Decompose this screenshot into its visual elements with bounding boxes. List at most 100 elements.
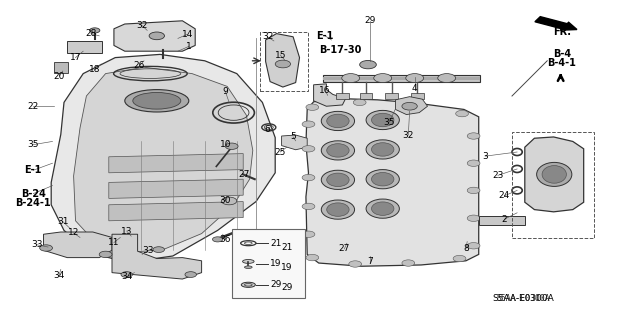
Circle shape	[360, 60, 376, 69]
Ellipse shape	[243, 260, 254, 263]
Ellipse shape	[371, 113, 394, 127]
Text: 34: 34	[121, 272, 132, 281]
Text: 27: 27	[239, 170, 250, 179]
Text: S5AA-E0300A: S5AA-E0300A	[497, 294, 550, 303]
Text: 19: 19	[270, 260, 282, 268]
Text: 24: 24	[499, 191, 510, 200]
Text: 32: 32	[136, 21, 148, 30]
Circle shape	[467, 243, 480, 249]
Ellipse shape	[321, 200, 355, 219]
Ellipse shape	[327, 114, 349, 128]
Text: B-24-1: B-24-1	[15, 198, 51, 208]
Circle shape	[306, 254, 319, 261]
Polygon shape	[44, 232, 112, 258]
Text: 13: 13	[121, 227, 132, 236]
Ellipse shape	[366, 199, 399, 218]
Text: 11: 11	[108, 238, 120, 247]
Text: 10: 10	[220, 140, 231, 149]
Ellipse shape	[125, 90, 189, 112]
Text: 4: 4	[412, 84, 417, 93]
Ellipse shape	[327, 203, 349, 216]
Circle shape	[353, 99, 366, 106]
Circle shape	[467, 133, 480, 139]
Text: B-24: B-24	[21, 188, 45, 199]
Polygon shape	[109, 154, 243, 173]
Text: 22: 22	[28, 102, 39, 111]
Text: 34: 34	[53, 271, 65, 280]
Text: 28: 28	[85, 29, 97, 38]
Text: B-4: B-4	[553, 49, 571, 59]
Text: 33: 33	[31, 240, 43, 249]
Bar	[232, 229, 305, 298]
Circle shape	[342, 74, 360, 83]
Bar	[360, 93, 372, 99]
Ellipse shape	[536, 163, 572, 186]
Circle shape	[453, 255, 466, 262]
Ellipse shape	[366, 110, 399, 130]
Circle shape	[406, 74, 424, 83]
Text: 35: 35	[383, 118, 395, 127]
Bar	[385, 93, 398, 99]
Bar	[336, 93, 349, 99]
Text: 21: 21	[270, 239, 282, 248]
Text: 31: 31	[57, 217, 68, 226]
Circle shape	[456, 110, 468, 117]
Polygon shape	[314, 84, 346, 106]
Ellipse shape	[542, 166, 566, 183]
Text: E-1: E-1	[24, 165, 42, 175]
Circle shape	[402, 102, 415, 108]
Ellipse shape	[371, 202, 394, 215]
Bar	[67, 41, 102, 53]
Circle shape	[302, 174, 315, 181]
Text: B-17-30: B-17-30	[319, 44, 362, 55]
Polygon shape	[306, 99, 479, 266]
Text: 2: 2	[502, 215, 507, 224]
Circle shape	[467, 215, 480, 221]
Text: 8: 8	[463, 244, 468, 253]
Circle shape	[302, 203, 315, 210]
Text: 29: 29	[270, 280, 282, 289]
Bar	[260, 32, 308, 91]
Ellipse shape	[366, 170, 399, 189]
Bar	[54, 62, 68, 73]
Circle shape	[374, 74, 392, 83]
Polygon shape	[282, 135, 307, 150]
Bar	[411, 93, 424, 99]
Circle shape	[402, 102, 417, 110]
Bar	[323, 75, 480, 82]
Polygon shape	[479, 216, 525, 225]
Circle shape	[302, 231, 315, 237]
Circle shape	[275, 60, 291, 68]
Circle shape	[149, 32, 164, 40]
Circle shape	[121, 272, 132, 277]
Text: 27: 27	[339, 244, 350, 253]
Text: 3: 3	[483, 152, 488, 161]
Text: 21: 21	[281, 243, 292, 252]
Circle shape	[302, 146, 315, 152]
Text: 6: 6	[265, 125, 270, 134]
Ellipse shape	[321, 170, 355, 189]
Text: 19: 19	[281, 263, 292, 272]
Circle shape	[402, 260, 415, 266]
Circle shape	[185, 272, 196, 277]
Text: 36: 36	[220, 235, 231, 244]
Text: S5AA-E0300A: S5AA-E0300A	[493, 294, 554, 303]
Text: 35: 35	[28, 140, 39, 149]
Text: 17: 17	[70, 53, 81, 62]
Text: FR.: FR.	[553, 27, 571, 37]
Text: 29: 29	[364, 16, 376, 25]
Circle shape	[99, 251, 112, 258]
Polygon shape	[109, 179, 243, 198]
Circle shape	[153, 247, 164, 252]
FancyArrow shape	[535, 17, 577, 30]
Polygon shape	[396, 97, 428, 115]
Text: 5: 5	[291, 132, 296, 141]
Ellipse shape	[321, 111, 355, 131]
Ellipse shape	[321, 141, 355, 160]
Text: 1: 1	[186, 42, 191, 51]
Text: 26: 26	[134, 61, 145, 70]
Ellipse shape	[371, 172, 394, 186]
Text: 20: 20	[54, 72, 65, 81]
Text: 32: 32	[403, 131, 414, 140]
Text: 32: 32	[262, 32, 273, 41]
